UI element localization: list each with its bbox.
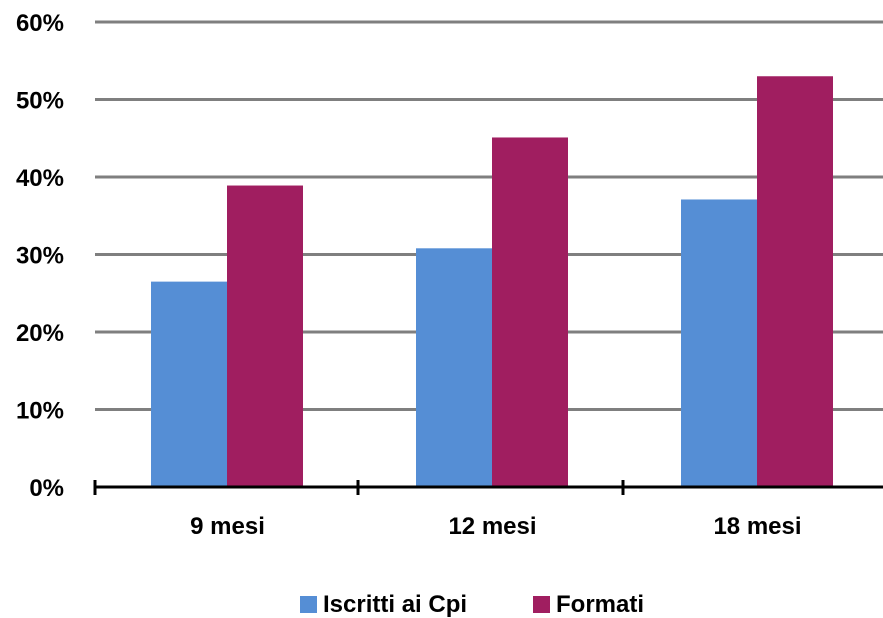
bar-formati — [492, 137, 568, 487]
y-tick-label: 10% — [16, 398, 64, 425]
x-tick-label: 18 mesi — [713, 513, 801, 540]
bar-formati — [757, 76, 833, 487]
legend-swatch — [300, 596, 317, 613]
y-tick-label: 50% — [16, 88, 64, 115]
bars — [151, 76, 833, 487]
bar-iscritti — [681, 199, 757, 487]
bar-iscritti — [151, 281, 227, 487]
bar-iscritti — [416, 248, 492, 487]
legend: Iscritti ai Cpi Formati — [300, 591, 644, 618]
x-axis — [93, 480, 883, 495]
legend-item-formati: Formati — [533, 591, 644, 618]
legend-label: Formati — [556, 591, 644, 618]
y-axis-tick-labels: 0% 10% 20% 30% 40% 50% 60% — [16, 10, 64, 502]
bar-formati — [227, 185, 303, 487]
y-tick-label: 60% — [16, 10, 64, 37]
legend-item-iscritti: Iscritti ai Cpi — [300, 591, 467, 618]
y-tick-label: 20% — [16, 320, 64, 347]
y-tick-label: 0% — [29, 475, 64, 502]
y-tick-label: 40% — [16, 165, 64, 192]
legend-label: Iscritti ai Cpi — [323, 591, 467, 618]
x-axis-tick-labels: 9 mesi 12 mesi 18 mesi — [190, 513, 801, 540]
legend-swatch — [533, 596, 550, 613]
x-tick-label: 12 mesi — [448, 513, 536, 540]
x-tick-label: 9 mesi — [190, 513, 265, 540]
y-tick-label: 30% — [16, 243, 64, 270]
